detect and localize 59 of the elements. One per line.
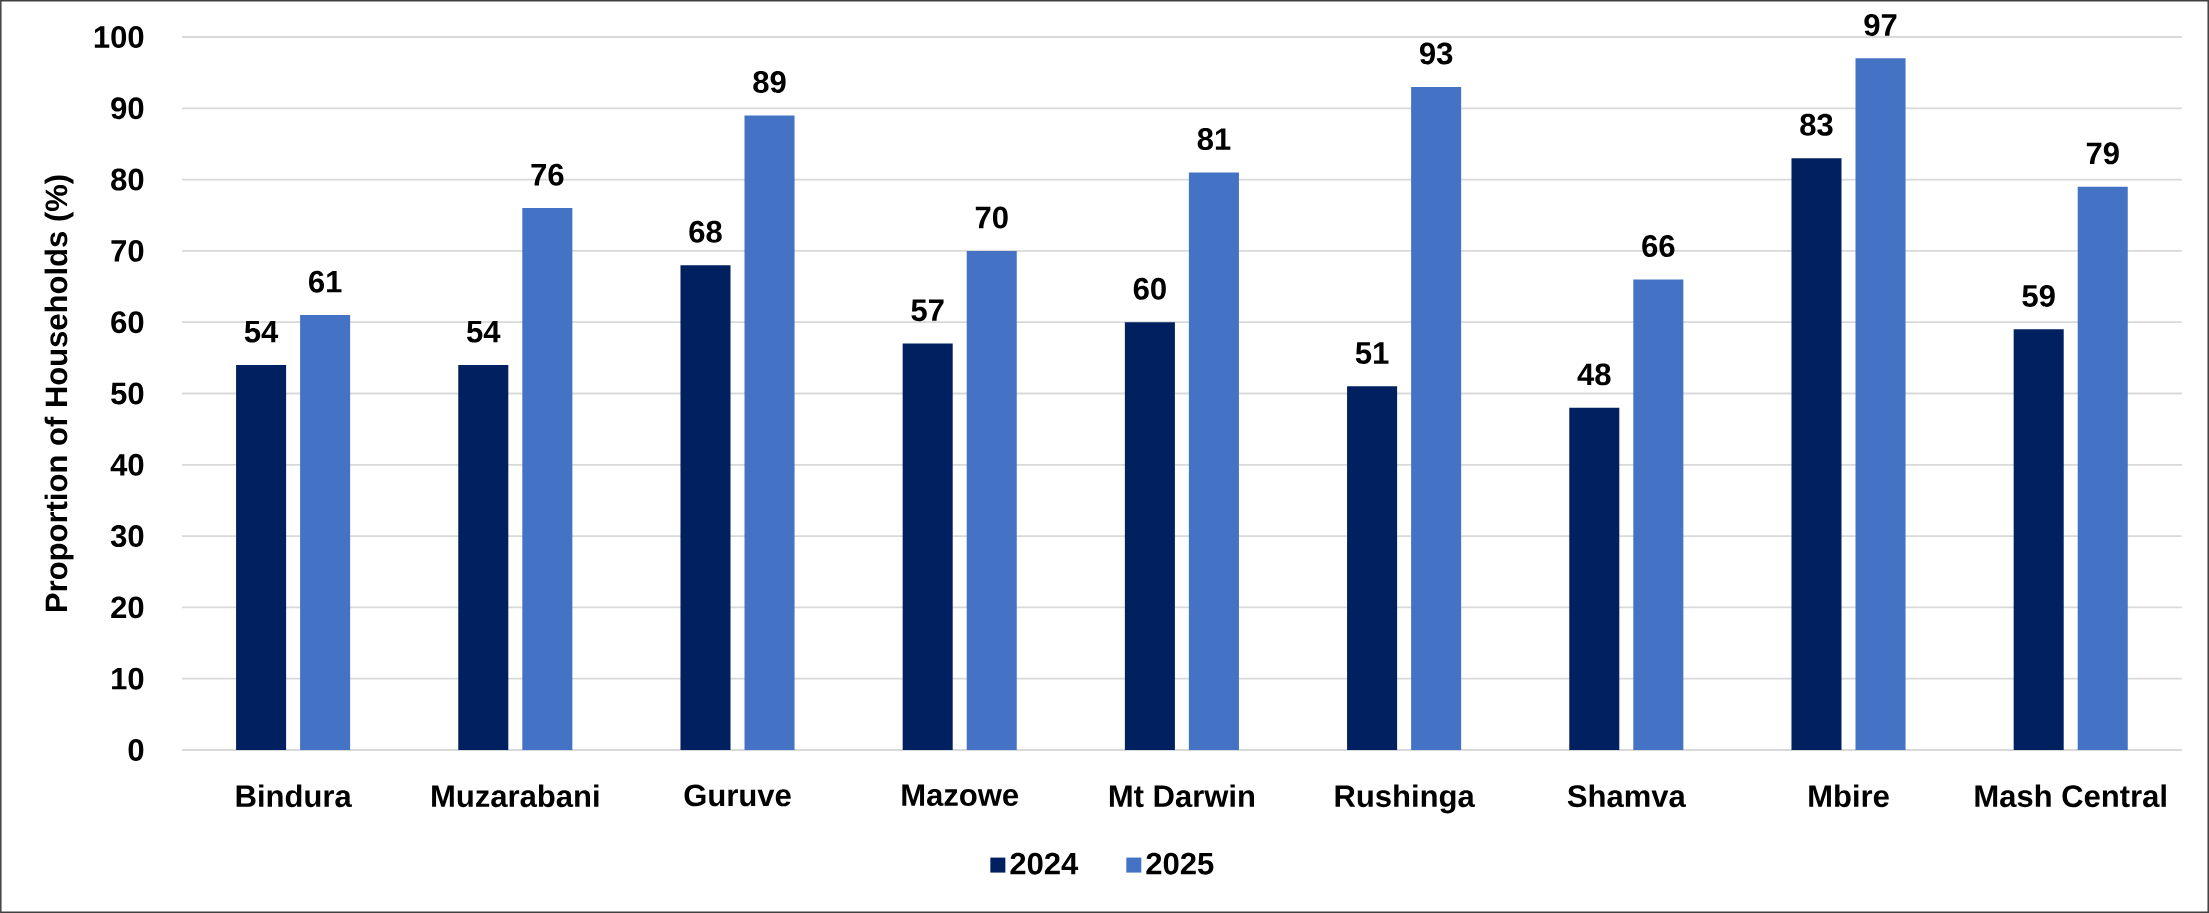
data-label: 48 bbox=[1577, 363, 1611, 386]
data-label: 61 bbox=[309, 270, 342, 293]
data-label: 76 bbox=[531, 163, 564, 186]
bar bbox=[1633, 279, 1684, 750]
y-tick-label: 100 bbox=[94, 26, 144, 48]
data-label: 66 bbox=[1642, 235, 1675, 258]
bar bbox=[1188, 172, 1239, 750]
x-tick-label: Bindura bbox=[236, 784, 352, 808]
x-tick-label: Mt Darwin bbox=[1109, 784, 1254, 808]
bar bbox=[1791, 158, 1842, 750]
bar bbox=[1411, 86, 1462, 750]
data-label: 68 bbox=[689, 220, 722, 243]
data-label: 81 bbox=[1197, 128, 1231, 151]
y-tick-label: 20 bbox=[111, 596, 144, 619]
y-tick-label: 50 bbox=[111, 382, 144, 405]
data-label: 93 bbox=[1419, 42, 1453, 65]
bar bbox=[1347, 386, 1398, 750]
bar bbox=[1569, 407, 1620, 750]
x-tick-label: Muzarabani bbox=[432, 784, 599, 808]
y-tick-label: 0 bbox=[128, 739, 144, 761]
bar bbox=[236, 364, 287, 750]
bar bbox=[2013, 329, 2064, 750]
data-label: 57 bbox=[911, 299, 944, 322]
bar bbox=[1124, 322, 1175, 750]
data-label: 89 bbox=[753, 71, 786, 94]
bar bbox=[966, 250, 1017, 750]
data-label: 79 bbox=[2086, 142, 2119, 165]
legend-label: 2024 bbox=[1010, 852, 1079, 875]
bar bbox=[522, 208, 573, 750]
y-tick-label: 90 bbox=[111, 97, 144, 120]
bar bbox=[744, 115, 795, 750]
bar bbox=[680, 265, 731, 750]
bar bbox=[1855, 58, 1906, 750]
data-label: 51 bbox=[1355, 342, 1389, 364]
x-tick-label: Mash Central bbox=[1975, 784, 2166, 808]
x-tick-label: Shamva bbox=[1567, 784, 1686, 808]
y-axis-title: Proportion of Households (%) bbox=[44, 175, 74, 611]
data-label: 54 bbox=[466, 320, 501, 343]
data-label: 70 bbox=[975, 206, 1008, 229]
y-tick-label: 60 bbox=[111, 311, 144, 334]
x-tick-label: Rushinga bbox=[1335, 784, 1475, 814]
bar bbox=[300, 315, 351, 750]
y-tick-label: 10 bbox=[112, 667, 144, 690]
legend-label: 2025 bbox=[1146, 852, 1214, 875]
y-tick-label: 80 bbox=[111, 168, 144, 191]
y-tick-label: 70 bbox=[111, 239, 144, 262]
y-tick-label: 40 bbox=[110, 453, 144, 476]
data-label: 97 bbox=[1864, 14, 1897, 36]
x-tick-label: Mazowe bbox=[902, 784, 1019, 807]
bar bbox=[902, 343, 953, 750]
data-label: 59 bbox=[2022, 284, 2055, 307]
data-label: 60 bbox=[1133, 277, 1166, 300]
x-tick-label: Mbire bbox=[1809, 784, 1889, 808]
bar bbox=[2077, 186, 2128, 750]
y-tick-label: 30 bbox=[110, 525, 144, 548]
data-label: 54 bbox=[244, 320, 279, 343]
x-tick-label: Guruve bbox=[684, 784, 791, 807]
data-label: 83 bbox=[1800, 113, 1833, 136]
bar bbox=[458, 364, 509, 750]
